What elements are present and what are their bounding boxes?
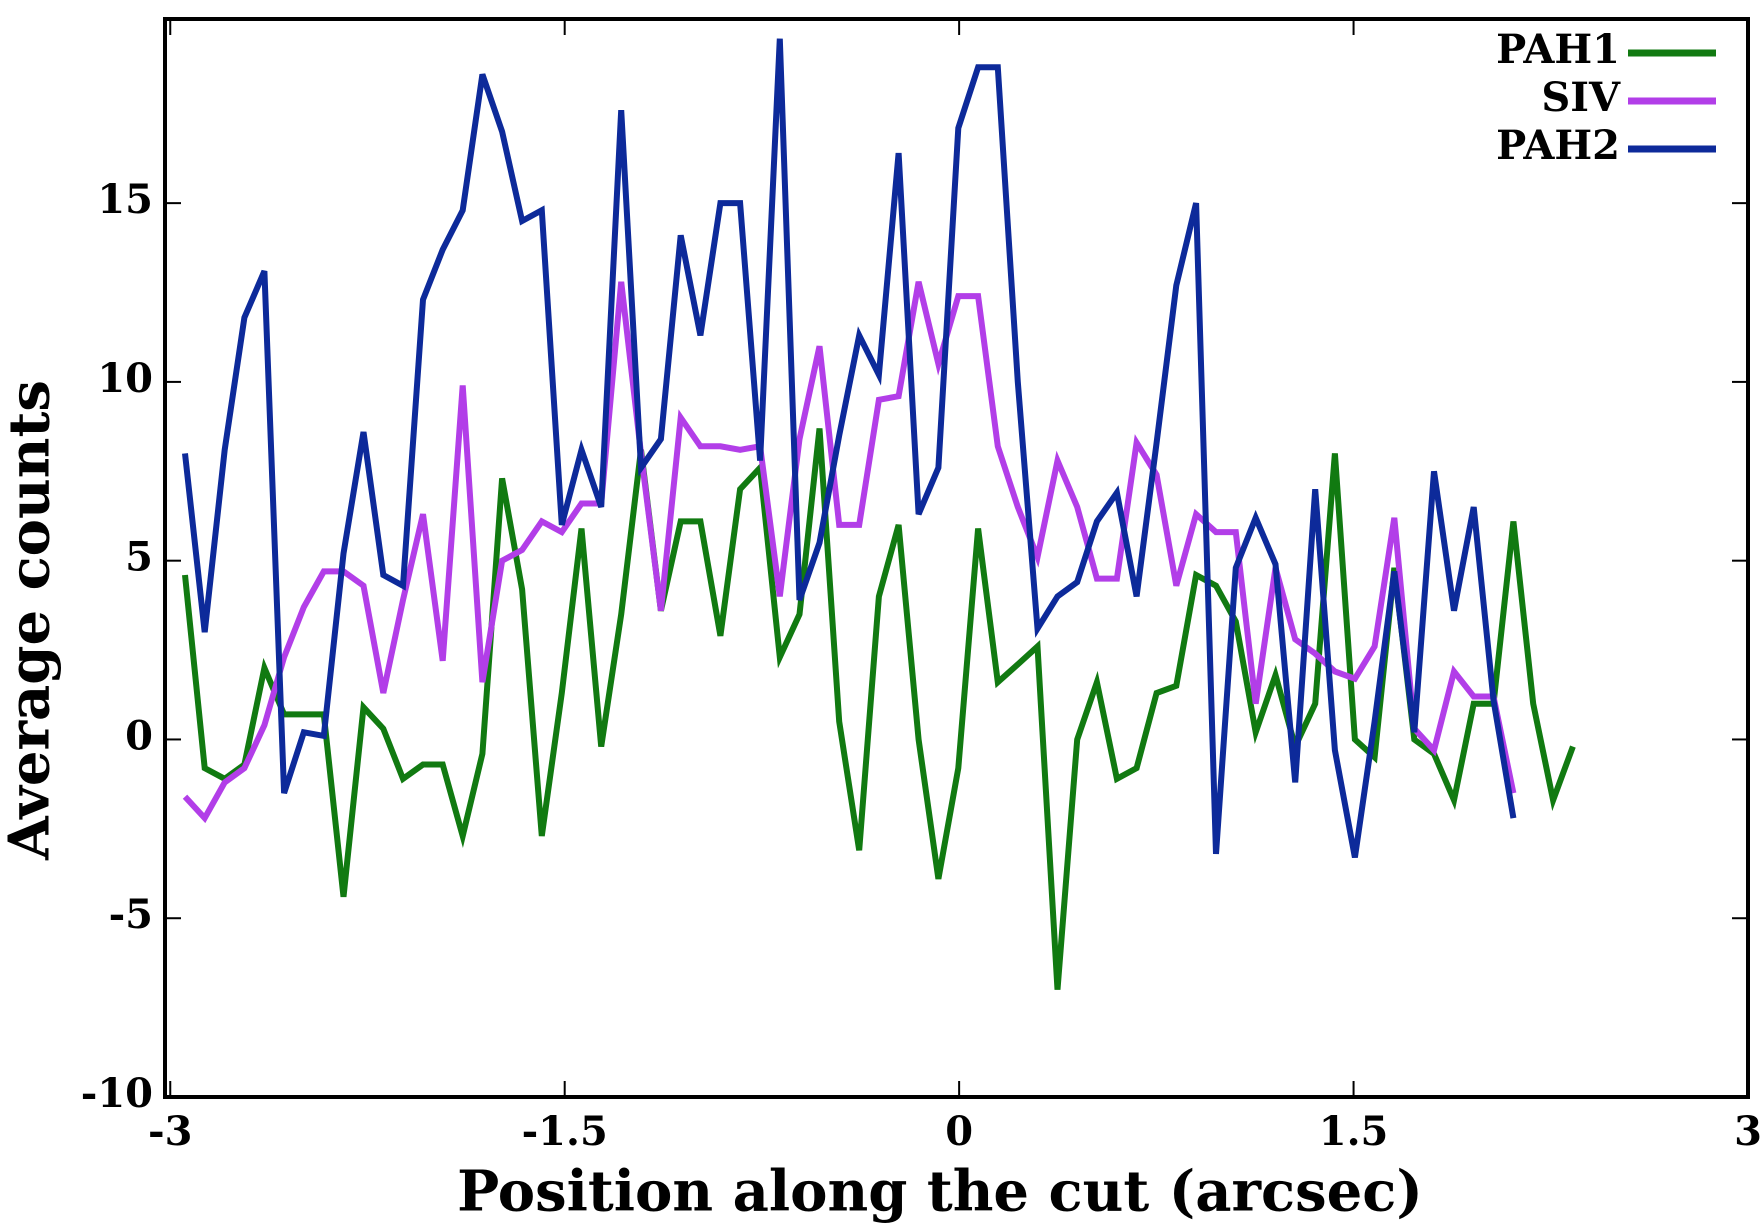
y-tick-label: 0 bbox=[125, 712, 153, 759]
y-tick-label: 10 bbox=[97, 355, 153, 402]
x-axis-label: Position along the cut (arcsec) bbox=[457, 1159, 1423, 1225]
x-tick-label: -1.5 bbox=[522, 1108, 608, 1155]
x-tick-label: 3 bbox=[1734, 1108, 1762, 1155]
x-tick-label: 0 bbox=[945, 1108, 973, 1155]
x-tick-label: 1.5 bbox=[1319, 1108, 1389, 1155]
y-tick-label: -5 bbox=[109, 891, 153, 938]
y-axis-label: Average counts bbox=[0, 380, 63, 861]
y-tick-label: 15 bbox=[97, 176, 153, 223]
plot-frame bbox=[163, 17, 1750, 1099]
legend-label: PAH2 bbox=[1496, 122, 1620, 169]
y-tick-label: 5 bbox=[125, 534, 153, 581]
data-line bbox=[182, 38, 1517, 858]
legend-label: SIV bbox=[1541, 74, 1621, 121]
data-line bbox=[182, 428, 1576, 990]
legend-label: PAH1 bbox=[1496, 26, 1620, 73]
data-line bbox=[182, 281, 1517, 824]
y-tick-label: -10 bbox=[81, 1070, 153, 1117]
x-tick-label: -3 bbox=[148, 1108, 192, 1155]
